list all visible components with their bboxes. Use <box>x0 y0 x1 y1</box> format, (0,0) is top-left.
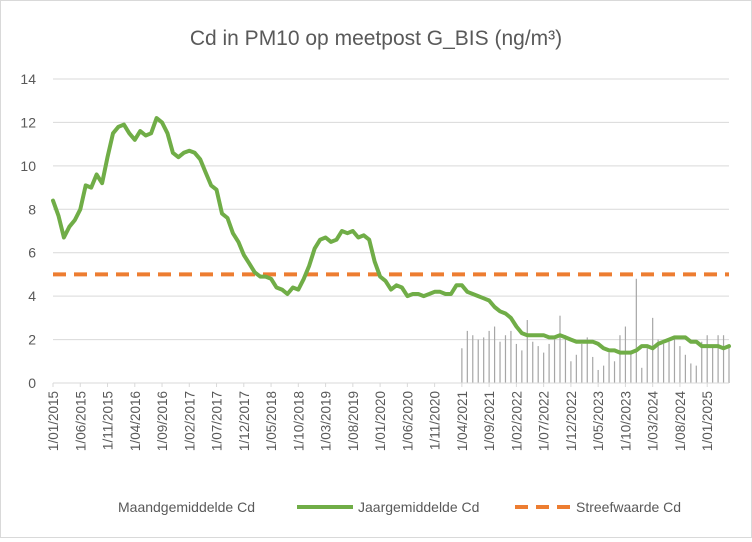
monthly-bar <box>706 335 708 383</box>
x-tick-label: 1/01/2020 <box>373 391 388 451</box>
x-tick-label: 1/06/2015 <box>73 391 88 451</box>
monthly-bar <box>493 326 496 383</box>
monthly-bar <box>548 343 550 383</box>
monthly-bar <box>564 335 567 383</box>
monthly-bar <box>472 335 474 383</box>
monthly-bar <box>624 326 627 383</box>
monthly-bar <box>613 361 616 383</box>
monthly-bar <box>461 348 463 383</box>
monthly-bar <box>586 337 588 383</box>
annual-line-path <box>51 116 731 355</box>
monthly-bar <box>510 330 512 383</box>
x-tick-label: 1/03/2024 <box>646 391 661 452</box>
monthly-bar <box>603 365 605 383</box>
x-tick-label: 1/08/2019 <box>346 391 361 451</box>
monthly-bar <box>701 341 703 383</box>
monthly-bar <box>575 354 577 383</box>
monthly-bar <box>646 348 648 383</box>
x-axis: 1/01/2015 1/06/2015 1/11/2015 1/04/2016 1/09… <box>46 383 715 451</box>
x-tick-label: 1/02/2022 <box>509 391 524 451</box>
y-tick-label: 6 <box>28 245 36 261</box>
monthly-bars <box>461 278 730 383</box>
chart-title: Cd in PM10 op meetpost G_BIS (ng/m³) <box>190 27 562 50</box>
monthly-bar <box>537 346 539 383</box>
x-tick-label: 1/04/2016 <box>128 391 143 451</box>
x-tick-label: 1/11/2020 <box>428 391 443 450</box>
monthly-bar <box>619 335 621 383</box>
monthly-bar <box>488 330 490 383</box>
x-tick-label: 1/01/2015 <box>46 391 61 451</box>
monthly-bar <box>668 341 670 383</box>
monthly-bar <box>499 341 501 383</box>
monthly-bar <box>635 278 637 383</box>
monthly-bar <box>526 320 528 383</box>
monthly-bar <box>728 346 730 383</box>
y-tick-label: 14 <box>20 71 36 87</box>
monthly-bar <box>559 315 561 383</box>
x-tick-label: 1/07/2017 <box>210 391 225 451</box>
monthly-bar <box>597 369 599 383</box>
x-tick-label: 1/05/2023 <box>591 391 606 451</box>
legend-label: Maandgemiddelde Cd <box>118 499 255 515</box>
monthly-bar <box>684 354 686 383</box>
monthly-bar <box>641 367 643 383</box>
monthly-bar <box>581 343 583 383</box>
monthly-bar <box>608 352 610 383</box>
monthly-bar <box>679 346 681 383</box>
monthly-bar <box>712 346 714 383</box>
monthly-bar <box>553 339 556 383</box>
x-tick-label: 1/09/2016 <box>155 391 170 451</box>
gridlines <box>53 78 729 341</box>
y-tick-label: 0 <box>28 375 36 391</box>
x-tick-label: 1/12/2022 <box>564 391 579 451</box>
monthly-bar <box>532 341 534 383</box>
monthly-bar <box>630 350 632 383</box>
x-tick-label: 1/11/2015 <box>101 391 116 450</box>
y-tick-label: 2 <box>28 332 36 348</box>
x-tick-label: 1/12/2017 <box>237 391 252 451</box>
x-tick-label: 1/02/2017 <box>182 391 197 451</box>
x-tick-label: 1/08/2024 <box>673 391 688 452</box>
monthly-bar <box>477 339 479 383</box>
y-tick-label: 12 <box>20 114 36 130</box>
monthly-bar <box>662 343 665 383</box>
monthly-bar <box>695 365 697 383</box>
x-tick-label: 1/06/2020 <box>400 391 415 451</box>
monthly-bar <box>543 352 545 383</box>
x-tick-label: 1/01/2025 <box>700 391 715 451</box>
monthly-bar <box>504 335 507 383</box>
legend: Maandgemiddelde Cd Jaargemiddelde Cd Stree… <box>118 499 681 515</box>
monthly-bar <box>673 337 676 383</box>
monthly-bar <box>690 363 692 383</box>
monthly-bar <box>521 350 523 383</box>
y-tick-label: 8 <box>28 201 36 217</box>
y-tick-label: 4 <box>28 288 36 304</box>
x-tick-label: 1/10/2018 <box>291 391 306 451</box>
legend-label: Jaargemiddelde Cd <box>358 499 479 515</box>
y-tick-label: 10 <box>20 158 36 174</box>
monthly-bar <box>722 335 725 383</box>
x-tick-label: 1/09/2021 <box>482 391 497 451</box>
monthly-bar <box>657 339 659 383</box>
legend-label: Streefwaarde Cd <box>576 499 681 515</box>
monthly-bar <box>717 335 719 383</box>
x-tick-label: 1/03/2019 <box>319 391 334 451</box>
x-tick-label: 1/04/2021 <box>455 391 470 451</box>
monthly-bar <box>483 337 485 383</box>
monthly-bar <box>592 356 594 383</box>
monthly-bar <box>652 317 654 383</box>
annual-line <box>51 116 731 355</box>
monthly-bar <box>570 361 572 383</box>
x-tick-label: 1/05/2018 <box>264 391 279 451</box>
monthly-bar <box>515 343 517 383</box>
x-tick-label: 1/10/2023 <box>618 391 633 451</box>
x-tick-label: 1/07/2022 <box>537 391 552 451</box>
monthly-bar <box>466 330 468 383</box>
y-axis: 0 2 4 6 8 10 12 14 <box>20 71 36 391</box>
